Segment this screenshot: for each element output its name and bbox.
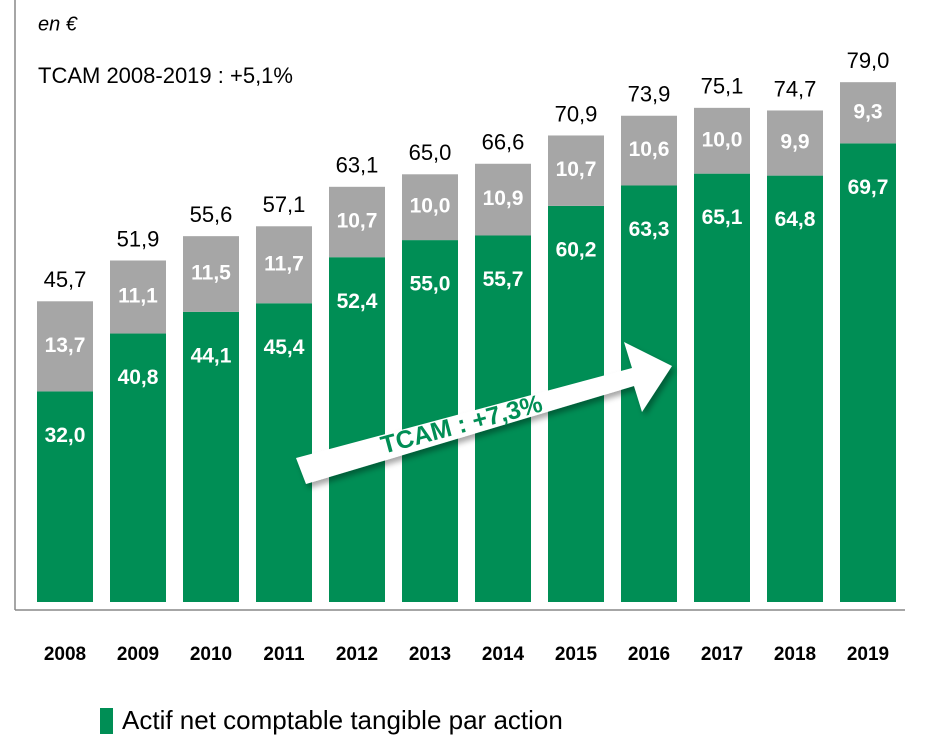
bar-segment [767, 110, 823, 176]
bar-segment [694, 173, 750, 602]
bar-segment [110, 260, 166, 334]
value-label: 44,1 [191, 344, 232, 367]
x-tick-label: 2014 [482, 644, 525, 665]
value-label: 40,8 [118, 366, 159, 389]
x-tick-label: 2015 [555, 644, 598, 665]
bar-segment [110, 333, 166, 602]
value-label: 10,9 [483, 187, 524, 210]
total-label: 66,6 [482, 130, 525, 155]
value-label: 60,2 [556, 238, 597, 261]
bar-segment [256, 303, 312, 602]
total-label: 75,1 [701, 74, 744, 99]
bar-segment [694, 107, 750, 174]
value-label: 64,8 [775, 208, 816, 231]
bar-segment [621, 115, 677, 186]
value-label: 11,1 [118, 285, 158, 308]
annotation: TCAM 2008-2019 : +5,1% [38, 63, 293, 88]
value-label: 13,7 [45, 334, 86, 357]
bar-segment [183, 236, 239, 312]
value-label: 11,7 [264, 252, 304, 275]
value-label: 45,4 [264, 336, 305, 359]
legend-label: Actif net comptable tangible par action [122, 705, 563, 735]
total-label: 51,9 [117, 226, 160, 251]
total-label: 55,6 [190, 202, 233, 227]
total-label: 57,1 [263, 192, 306, 217]
x-tick-label: 2012 [336, 644, 378, 665]
x-tick-label: 2013 [409, 644, 451, 665]
value-label: 10,7 [556, 158, 597, 181]
value-label: 55,0 [410, 273, 451, 296]
value-label: 55,7 [483, 268, 524, 291]
x-tick-label: 2008 [44, 644, 86, 665]
total-label: 65,0 [409, 140, 452, 165]
arrow-shape [296, 342, 672, 484]
bar-segment [37, 301, 93, 392]
value-label: 10,0 [702, 128, 743, 151]
legend-swatch [100, 708, 113, 734]
value-label: 10,7 [337, 210, 378, 233]
x-tick-label: 2019 [847, 644, 889, 665]
value-label: 10,6 [629, 138, 670, 161]
bar-segment [402, 174, 458, 241]
value-label: 63,3 [629, 218, 670, 241]
value-label: 32,0 [45, 424, 86, 447]
total-label: 79,0 [847, 48, 890, 73]
bar-segment [329, 257, 385, 602]
x-tick-label: 2016 [628, 644, 670, 665]
x-tick-label: 2011 [263, 644, 305, 665]
bar-segment [329, 186, 385, 258]
bar-segment [256, 226, 312, 304]
bar-segment [840, 82, 896, 144]
value-label: 10,0 [410, 195, 451, 218]
total-label: 63,1 [336, 153, 379, 178]
bar-segment [37, 391, 93, 602]
value-label: 65,1 [702, 206, 743, 229]
value-label: 9,9 [780, 131, 809, 154]
total-label: 73,9 [628, 82, 671, 107]
total-label: 45,7 [44, 267, 87, 292]
x-tick-label: 2009 [117, 644, 159, 665]
bar-segment [475, 163, 531, 236]
total-label: 70,9 [555, 101, 598, 126]
value-label: 11,5 [191, 262, 231, 285]
value-label: 9,3 [853, 100, 882, 123]
value-label: 69,7 [848, 176, 889, 199]
x-tick-label: 2017 [701, 644, 743, 665]
value-label: 52,4 [337, 290, 378, 313]
total-label: 74,7 [774, 76, 817, 101]
bar-segment [767, 175, 823, 602]
bars: 32,0 13,7 45,7 2008 40,8 11,1 51,9 2009 44,1 11,5… [37, 48, 896, 665]
bar-segment [548, 135, 604, 206]
x-tick-label: 2010 [190, 644, 232, 665]
subtitle: en € [38, 13, 78, 35]
x-tick-label: 2018 [774, 644, 816, 665]
bar-segment [840, 143, 896, 602]
bar-segment [183, 311, 239, 602]
